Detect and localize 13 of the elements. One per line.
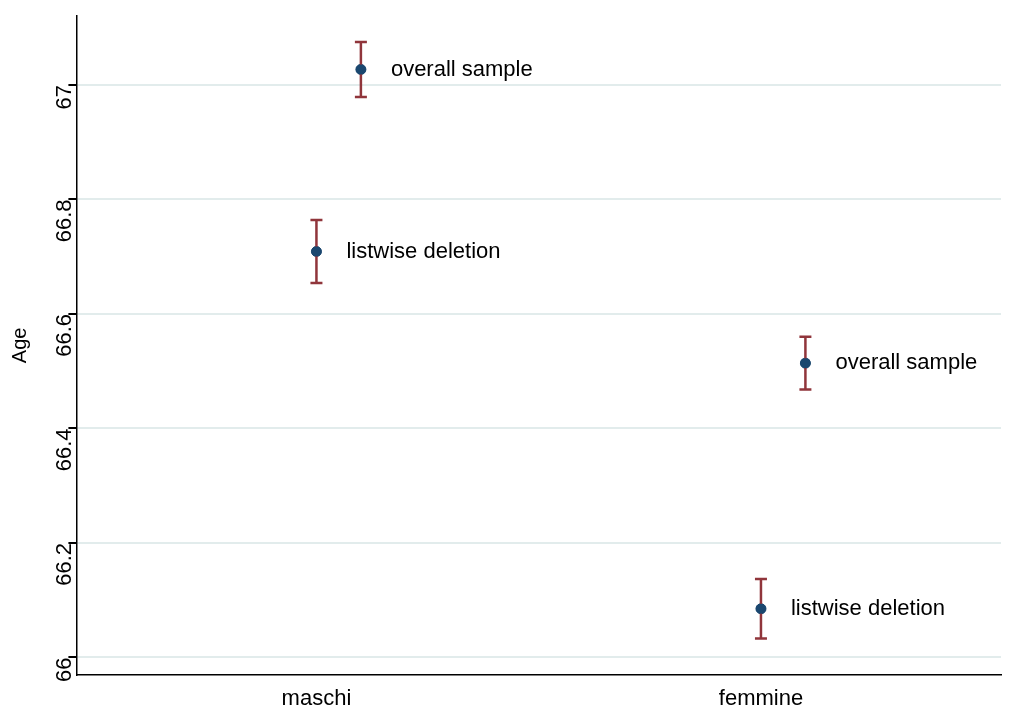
y-tick-label: 67: [51, 84, 77, 110]
y-tick-label: 66.2: [51, 542, 77, 586]
y-tick-label: 66.4: [51, 428, 77, 472]
series-label: overall sample: [390, 55, 533, 81]
x-tick-label: femmine: [718, 684, 804, 710]
y-tick-label: 66: [51, 657, 77, 682]
y-tick-label: 66.8: [51, 199, 77, 243]
y-axis-title: Age: [7, 327, 30, 364]
series-label: listwise deletion: [790, 594, 946, 620]
text: overall sample: [835, 349, 978, 375]
y-tick-label: 66.6: [51, 313, 77, 357]
text: listwise deletion: [346, 237, 501, 263]
x-tick-label: maschi: [281, 684, 352, 710]
